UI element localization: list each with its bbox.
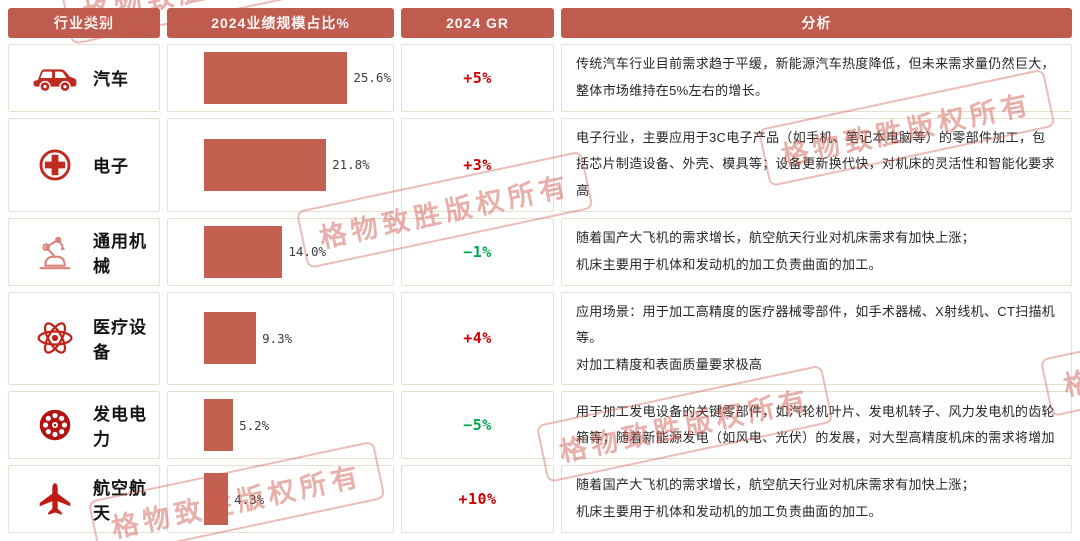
industry-cell: 发电电力 [8, 391, 160, 460]
growth-rate-cell: −5% [401, 391, 554, 460]
robot-arm-icon [29, 233, 81, 271]
analysis-cell: 传统汽车行业目前需求趋于平缓，新能源汽车热度降低，但未来需求量仍然巨大，整体市场… [561, 44, 1072, 112]
growth-rate-cell: +10% [401, 465, 554, 533]
share-bar [204, 473, 229, 526]
industry-cell: 汽车 [8, 44, 160, 112]
industry-label: 通用机械 [93, 231, 147, 276]
share-bar-cell: 14.0% [167, 217, 394, 286]
share-bar [204, 51, 348, 104]
atom-icon [29, 319, 81, 357]
industry-label: 航空航天 [93, 479, 147, 524]
industry-label: 发电电力 [93, 405, 147, 450]
growth-rate-cell: −1% [401, 217, 554, 286]
analysis-cell: 随着国产大飞机的需求增长，航空航天行业对机床需求有加快上涨； 机床主要用于机体和… [561, 217, 1072, 286]
share-value: 14.0% [288, 244, 327, 260]
industry-label: 电子 [93, 157, 129, 177]
analysis-text: 传统汽车行业目前需求趋于平缓，新能源汽车热度降低，但未来需求量仍然巨大，整体市场… [576, 56, 1055, 98]
analysis-text: 随着国产大飞机的需求增长，航空航天行业对机床需求有加快上涨； 机床主要用于机体和… [576, 477, 976, 520]
industry-cell: 航空航天 [8, 465, 160, 533]
analysis-text: 应用场景：用于加工高精度的医疗器械零部件，如手术器械、X射线机、CT扫描机等。 … [576, 303, 1056, 372]
header-analysis: 分析 [561, 8, 1072, 38]
share-bar [204, 138, 327, 191]
growth-rate-cell: +3% [401, 117, 554, 212]
industry-label: 医疗设备 [93, 318, 147, 363]
analysis-text: 电子行业，主要应用于3C电子产品（如手机、笔记本电脑等）的零部件加工，包括芯片制… [576, 129, 1055, 199]
share-value: 4.3% [234, 491, 265, 507]
share-value: 25.6% [353, 70, 391, 86]
share-bar-cell: 5.2% [167, 391, 394, 460]
analysis-cell: 随着国产大飞机的需求增长，航空航天行业对机床需求有加快上涨； 机床主要用于机体和… [561, 465, 1072, 533]
car-icon [29, 63, 81, 93]
analysis-cell: 电子行业，主要应用于3C电子产品（如手机、笔记本电脑等）的零部件加工，包括芯片制… [561, 117, 1072, 212]
industry-label: 汽车 [93, 70, 129, 90]
analysis-text: 用于加工发电设备的关键零部件，如汽轮机叶片、发电机转子、风力发电机的齿轮箱等；随… [576, 403, 1055, 446]
analysis-cell: 用于加工发电设备的关键零部件，如汽轮机叶片、发电机转子、风力发电机的齿轮箱等；随… [561, 391, 1072, 460]
cross-circle-icon [29, 148, 81, 182]
industry-cell: 医疗设备 [8, 291, 160, 386]
share-bar-cell: 4.3% [167, 465, 394, 533]
industry-cell: 通用机械 [8, 217, 160, 286]
share-value: 5.2% [239, 417, 270, 433]
share-value: 21.8% [332, 157, 370, 173]
share-bar-cell: 9.3% [167, 291, 394, 386]
header-industry-category: 行业类别 [8, 8, 160, 38]
share-bar-cell: 21.8% [167, 117, 394, 212]
share-bar-cell: 25.6% [167, 44, 394, 112]
growth-rate-cell: +5% [401, 44, 554, 112]
share-bar [204, 225, 283, 278]
share-bar [204, 312, 257, 365]
growth-rate-cell: +4% [401, 291, 554, 386]
airplane-icon [29, 481, 81, 517]
generator-wheel-icon [29, 407, 81, 443]
share-value: 9.3% [262, 330, 293, 346]
industry-cell: 电子 [8, 117, 160, 212]
header-2024-share: 2024业绩规模占比% [167, 8, 394, 38]
header-2024-gr: 2024 GR [401, 8, 554, 38]
analysis-cell: 应用场景：用于加工高精度的医疗器械零部件，如手术器械、X射线机、CT扫描机等。 … [561, 291, 1072, 386]
share-bar [204, 399, 234, 452]
analysis-text: 随着国产大飞机的需求增长，航空航天行业对机床需求有加快上涨； 机床主要用于机体和… [576, 229, 976, 272]
